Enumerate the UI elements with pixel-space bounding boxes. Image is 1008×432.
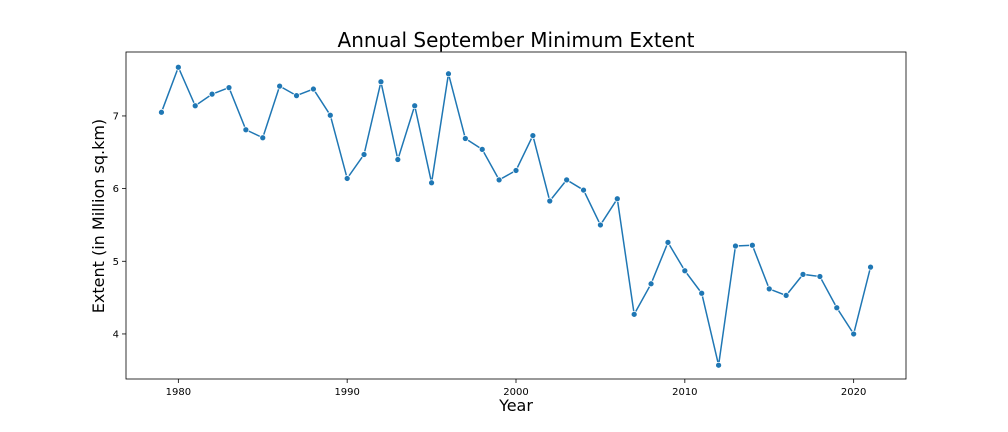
- data-points: [158, 63, 874, 369]
- data-point-1998: [478, 145, 486, 153]
- y-tick-label: 6: [113, 184, 119, 195]
- data-point-1991: [360, 151, 368, 158]
- x-tick-label: 1980: [166, 387, 191, 398]
- data-point-2014: [748, 241, 756, 249]
- y-tick-label: 4: [113, 329, 119, 340]
- data-point-1989: [326, 111, 334, 119]
- data-point-1992: [377, 78, 385, 86]
- data-point-2015: [765, 285, 773, 293]
- data-point-1995: [428, 179, 435, 187]
- data-point-2004: [580, 186, 587, 194]
- tick-labels: 1980 1990 2000 2010 2020 4 5 6 7: [113, 111, 867, 398]
- data-point-1988: [310, 85, 317, 93]
- data-point-1981: [191, 102, 199, 110]
- data-point-2017: [799, 270, 807, 278]
- x-tick-label: 2000: [503, 387, 528, 398]
- data-point-1990: [343, 175, 351, 182]
- data-point-2005: [597, 221, 604, 229]
- y-tick-label: 5: [113, 257, 119, 268]
- data-point-2007: [630, 310, 638, 318]
- data-point-2006: [613, 195, 621, 203]
- data-point-2003: [563, 176, 571, 184]
- data-point-1982: [208, 90, 216, 98]
- data-point-1980: [174, 63, 182, 71]
- data-point-2009: [664, 239, 672, 246]
- tick-marks: [122, 115, 855, 383]
- x-tick-label: 2010: [672, 387, 697, 398]
- data-point-2010: [681, 267, 689, 275]
- y-axis-label: Extent (in Million sq.km): [89, 119, 108, 313]
- data-point-2013: [732, 242, 739, 250]
- data-point-1996: [445, 70, 452, 78]
- data-point-2021: [867, 263, 874, 271]
- x-tick-label: 2020: [841, 387, 866, 398]
- data-point-1997: [461, 135, 469, 142]
- plot-frame: [125, 51, 907, 380]
- chart-title: Annual September Minimum Extent: [338, 28, 695, 52]
- data-point-1986: [276, 82, 284, 90]
- data-point-1994: [411, 102, 419, 110]
- data-point-2000: [512, 167, 520, 174]
- data-point-1985: [259, 134, 267, 142]
- data-point-1993: [394, 156, 402, 163]
- data-point-2008: [647, 280, 655, 288]
- data-point-2020: [850, 330, 858, 338]
- data-point-2016: [782, 292, 790, 299]
- series-line: [160, 65, 872, 366]
- data-point-2018: [816, 273, 824, 280]
- data-point-2019: [833, 304, 841, 312]
- data-point-1983: [225, 84, 233, 91]
- data-point-2011: [698, 289, 706, 297]
- data-point-2001: [529, 132, 537, 139]
- data-point-1999: [495, 176, 503, 184]
- x-tick-label: 1990: [334, 387, 359, 398]
- data-point-1987: [293, 92, 300, 99]
- x-axis-label: Year: [498, 396, 533, 415]
- data-point-2002: [546, 197, 554, 205]
- y-tick-label: 7: [113, 111, 119, 122]
- data-point-1979: [158, 108, 165, 116]
- data-point-1984: [242, 126, 250, 134]
- data-point-2012: [715, 361, 722, 369]
